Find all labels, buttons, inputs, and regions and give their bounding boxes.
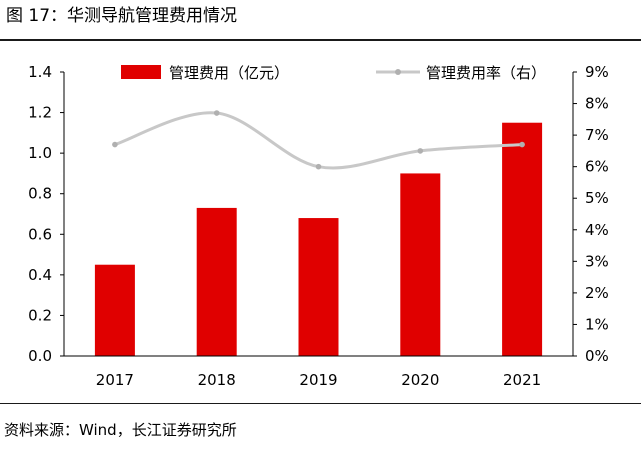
x-tick-label: 2017 bbox=[96, 371, 134, 389]
bar-2017 bbox=[94, 264, 135, 356]
y-left-tick-label: 1.2 bbox=[28, 104, 52, 122]
y-right-tick-label: 5% bbox=[585, 189, 609, 207]
y-left-tick-label: 0.0 bbox=[28, 347, 52, 365]
bottom-rule bbox=[0, 403, 641, 404]
top-rule bbox=[0, 39, 641, 41]
y-right-tick-label: 6% bbox=[585, 158, 609, 176]
x-tick-label: 2020 bbox=[401, 371, 439, 389]
y-right-tick-label: 9% bbox=[585, 63, 609, 81]
y-right-tick-label: 7% bbox=[585, 126, 609, 144]
bars bbox=[94, 122, 543, 356]
legend: 管理费用（亿元） 管理费用率（右） bbox=[121, 64, 546, 82]
bar-2020 bbox=[400, 173, 441, 356]
y-right-tick-label: 0% bbox=[585, 347, 609, 365]
rate-point-2019 bbox=[315, 163, 322, 170]
y-left-tick-label: 1.0 bbox=[28, 144, 52, 162]
rate-point-2017 bbox=[112, 141, 118, 148]
legend-label-line: 管理费用率（右） bbox=[426, 64, 546, 82]
bar-2021 bbox=[502, 122, 543, 356]
y-right-tick-label: 8% bbox=[585, 95, 609, 113]
y-right-ticks: 0% 1% 2% 3% 4% 5% 6% 7% 8% 9% bbox=[573, 63, 609, 365]
rate-point-2021 bbox=[519, 141, 525, 148]
x-ticks: 2017 2018 2019 2020 2021 bbox=[96, 371, 541, 389]
y-right-tick-label: 1% bbox=[585, 315, 609, 333]
y-right-tick-label: 2% bbox=[585, 284, 609, 302]
rate-line-path bbox=[114, 111, 523, 170]
y-left-tick-label: 0.4 bbox=[28, 266, 52, 284]
x-tick-label: 2018 bbox=[198, 371, 236, 389]
figure-title: 图 17：华测导航管理费用情况 bbox=[6, 6, 238, 26]
x-tick-label: 2021 bbox=[503, 371, 541, 389]
legend-swatch-bar bbox=[121, 65, 161, 79]
bar-2018 bbox=[196, 207, 237, 356]
x-tick-label: 2019 bbox=[299, 371, 337, 389]
rate-point-2018 bbox=[213, 110, 220, 116]
y-left-tick-label: 0.8 bbox=[28, 185, 52, 203]
y-right-tick-label: 4% bbox=[585, 221, 609, 239]
y-left-tick-label: 0.6 bbox=[28, 225, 52, 243]
source-note: 资料来源：Wind，长江证券研究所 bbox=[4, 421, 237, 439]
legend-label-bar: 管理费用（亿元） bbox=[169, 64, 289, 82]
y-left-ticks: 0.0 0.2 0.4 0.6 0.8 1.0 1.2 1.4 bbox=[28, 63, 64, 365]
rate-point-2020 bbox=[417, 148, 424, 154]
legend-swatch-marker bbox=[395, 69, 401, 75]
bar-2019 bbox=[298, 218, 339, 356]
y-right-tick-label: 3% bbox=[585, 252, 609, 270]
y-left-tick-label: 1.4 bbox=[28, 63, 52, 81]
rate-line bbox=[112, 110, 525, 170]
y-left-tick-label: 0.2 bbox=[28, 306, 52, 324]
